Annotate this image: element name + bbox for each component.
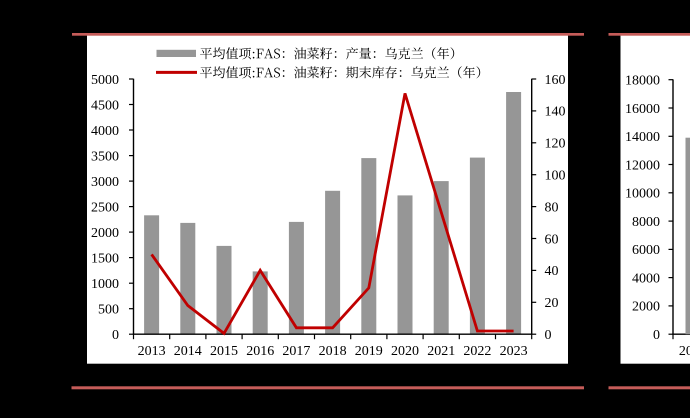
svg-text:2000: 2000 <box>91 226 119 241</box>
svg-text:2500: 2500 <box>91 200 119 215</box>
svg-text:2023: 2023 <box>500 344 528 359</box>
svg-text:2019: 2019 <box>355 344 383 359</box>
svg-text:0: 0 <box>112 328 119 343</box>
svg-text:2021: 2021 <box>427 344 455 359</box>
svg-text:2020: 2020 <box>391 344 419 359</box>
svg-text:3500: 3500 <box>91 149 119 164</box>
svg-text:2014: 2014 <box>174 344 202 359</box>
svg-text:500: 500 <box>98 303 119 318</box>
svg-text:120: 120 <box>545 137 566 152</box>
svg-text:2018: 2018 <box>319 344 347 359</box>
svg-text:2015: 2015 <box>210 344 238 359</box>
svg-text:2022: 2022 <box>463 344 491 359</box>
svg-text:8000: 8000 <box>632 215 660 230</box>
svg-text:6000: 6000 <box>632 243 660 258</box>
svg-text:18000: 18000 <box>625 74 660 89</box>
svg-text:4500: 4500 <box>91 98 119 113</box>
svg-text:100: 100 <box>545 169 566 184</box>
svg-text:40: 40 <box>545 264 559 279</box>
svg-text:20: 20 <box>545 296 559 311</box>
svg-text:2016: 2016 <box>246 344 274 359</box>
svg-text:1000: 1000 <box>91 277 119 292</box>
svg-text:2013: 2013 <box>679 344 690 359</box>
svg-text:2000: 2000 <box>632 300 660 315</box>
svg-text:140: 140 <box>545 105 566 120</box>
svg-text:5000: 5000 <box>91 73 119 88</box>
svg-text:4000: 4000 <box>632 271 660 286</box>
svg-text:160: 160 <box>545 73 566 88</box>
svg-text:2013: 2013 <box>138 344 166 359</box>
svg-text:14000: 14000 <box>625 130 660 145</box>
svg-text:1500: 1500 <box>91 251 119 266</box>
svg-text:16000: 16000 <box>625 102 660 117</box>
svg-text:60: 60 <box>545 232 559 247</box>
svg-text:80: 80 <box>545 200 559 215</box>
svg-text:0: 0 <box>545 328 552 343</box>
svg-text:2017: 2017 <box>282 344 310 359</box>
svg-text:3000: 3000 <box>91 175 119 190</box>
svg-text:0: 0 <box>653 328 660 343</box>
svg-text:12000: 12000 <box>625 158 660 173</box>
svg-text:4000: 4000 <box>91 124 119 139</box>
svg-text:10000: 10000 <box>625 187 660 202</box>
